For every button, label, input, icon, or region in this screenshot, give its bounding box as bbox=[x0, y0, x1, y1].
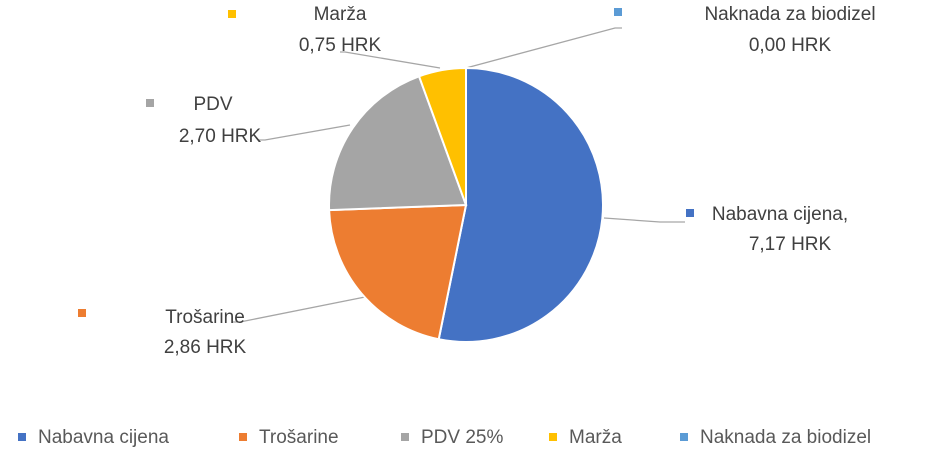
leader-line bbox=[603, 217, 685, 223]
leader-line bbox=[232, 296, 366, 323]
leader-line bbox=[340, 51, 441, 69]
data-label-value: 0,75 HRK bbox=[299, 35, 382, 56]
legend-label: Naknada za biodizel bbox=[700, 427, 871, 448]
data-label-marker bbox=[614, 8, 622, 16]
data-label-name: Nabavna cijena, bbox=[712, 204, 848, 225]
data-label-name: Marža bbox=[314, 4, 367, 25]
leader-line bbox=[465, 27, 622, 69]
legend-marker bbox=[18, 433, 26, 441]
data-label-value: 2,70 HRK bbox=[179, 126, 262, 147]
legend-label: Trošarine bbox=[259, 427, 339, 448]
data-label-value: 0,00 HRK bbox=[749, 35, 832, 56]
data-label-name: Naknada za biodizel bbox=[704, 4, 875, 25]
legend-label: PDV 25% bbox=[421, 427, 503, 448]
data-label-marker bbox=[146, 99, 154, 107]
data-label-marker bbox=[686, 209, 694, 217]
data-label-value: 7,17 HRK bbox=[749, 234, 832, 255]
pie-slice bbox=[328, 203, 468, 341]
data-label-marker bbox=[78, 309, 86, 317]
pie-slice bbox=[328, 75, 468, 212]
data-label-marker bbox=[228, 10, 236, 18]
legend-marker bbox=[401, 433, 409, 441]
data-label-value: 2,86 HRK bbox=[164, 337, 247, 358]
legend-marker bbox=[680, 433, 688, 441]
legend-marker bbox=[549, 433, 557, 441]
data-label-name: PDV bbox=[193, 94, 232, 115]
leader-lines bbox=[232, 27, 685, 323]
pie-slice bbox=[437, 66, 604, 343]
legend-label: Nabavna cijena bbox=[38, 427, 169, 448]
legend-label: Marža bbox=[569, 427, 622, 448]
data-label-name: Trošarine bbox=[165, 307, 245, 328]
leader-line bbox=[258, 124, 351, 141]
legend-marker bbox=[239, 433, 247, 441]
